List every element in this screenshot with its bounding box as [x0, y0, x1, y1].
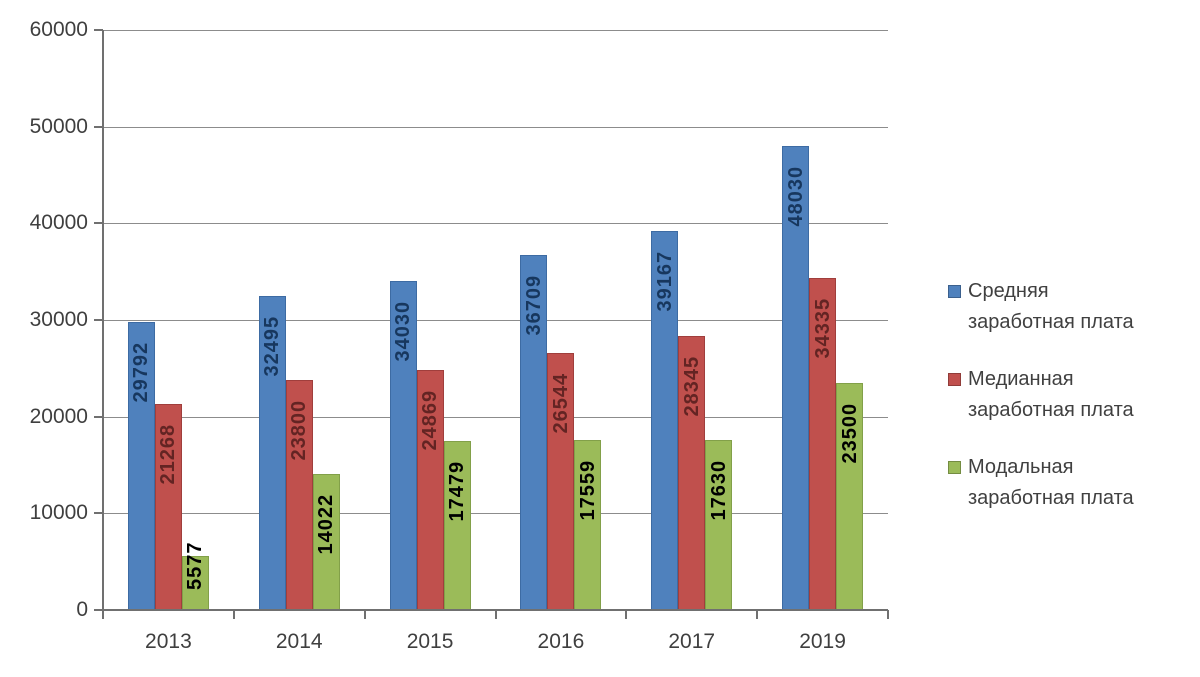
bar-value-label: 23800: [288, 399, 311, 461]
legend-label: Модальная: [968, 456, 1074, 478]
bar-2019-series-1: [809, 278, 837, 610]
y-axis-tick-mark: [94, 415, 103, 418]
bar-2016-series-1: [547, 353, 575, 610]
x-axis-tick-label: 2019: [799, 630, 846, 653]
bar-2013-series-0: [127, 322, 155, 610]
y-axis-tick-label: 0: [76, 598, 88, 621]
x-axis-tick-label: 2015: [406, 630, 454, 653]
legend-label: Медианная: [968, 368, 1074, 390]
y-axis-tick-label: 10000: [29, 501, 88, 525]
bar-2014-series-1: [285, 379, 313, 610]
bar-value-label: 23500: [838, 402, 861, 464]
x-axis-tick-mark: [232, 610, 235, 619]
plot-area: [103, 30, 888, 610]
bar-2016-series-2: [574, 440, 602, 610]
bar-2013-series-2: [181, 556, 209, 610]
x-axis-tick-label: 2014: [275, 630, 323, 653]
legend-swatch-average-icon: [948, 285, 961, 298]
gridline: [103, 416, 888, 418]
y-axis-tick-label: 50000: [29, 114, 88, 138]
bar-2017-series-2: [705, 439, 733, 610]
bar-value-label: 32495: [261, 315, 284, 377]
legend-label: заработная плата: [968, 487, 1134, 509]
bar-2017-series-1: [678, 335, 706, 610]
gridline: [103, 513, 888, 515]
bar-value-label: 26544: [549, 373, 572, 434]
x-axis-tick-label: 2013: [145, 630, 192, 653]
bar-value-label: 5577: [184, 541, 207, 591]
bar-value-label: 29792: [130, 341, 153, 403]
gridline: [103, 223, 888, 225]
legend-swatch-modal-icon: [948, 461, 961, 474]
bar-value-label: 17559: [576, 460, 599, 521]
legend-item-modal-salary: Модальная заработная плата: [948, 452, 1198, 514]
y-axis-tick-mark: [94, 319, 103, 321]
y-axis-tick-mark: [94, 29, 103, 31]
legend-item-median-salary: Медианная заработная плата: [948, 364, 1198, 426]
gridline: [103, 320, 888, 321]
x-axis-tick-mark: [756, 610, 759, 619]
y-axis-tick-label: 30000: [29, 308, 88, 331]
y-axis-tick-mark: [94, 512, 103, 515]
bar-2015-series-1: [416, 369, 444, 610]
y-axis-tick-label: 20000: [29, 404, 88, 428]
bar-value-label: 34335: [811, 297, 834, 359]
x-axis-tick-label: 2016: [537, 630, 585, 653]
legend-label: заработная плата: [968, 311, 1134, 333]
x-axis-tick-label: 2017: [668, 630, 716, 653]
y-axis-tick-mark: [94, 222, 103, 225]
y-axis-line: [102, 30, 104, 610]
legend-swatch-median-icon: [948, 373, 961, 386]
bar-value-label: 24869: [419, 389, 442, 451]
x-axis-tick-mark: [494, 610, 497, 619]
bar-value-label: 48030: [784, 165, 807, 227]
legend-label: заработная плата: [968, 399, 1134, 421]
y-axis-tick-mark: [94, 609, 103, 611]
y-axis-tick-label: 40000: [29, 211, 88, 235]
x-axis-tick-mark: [363, 610, 366, 619]
bar-2019-series-2: [836, 382, 864, 610]
x-axis-tick-mark: [102, 610, 104, 619]
bar-2015-series-0: [389, 281, 417, 610]
bar-value-label: 14022: [315, 494, 338, 555]
bar-value-label: 34030: [392, 300, 415, 362]
bar-value-label: 39167: [653, 251, 676, 312]
bar-value-label: 21268: [157, 424, 180, 485]
bar-2013-series-1: [154, 404, 182, 610]
bar-2014-series-0: [258, 295, 286, 610]
bar-value-label: 36709: [522, 275, 545, 336]
gridline: [103, 126, 888, 128]
x-axis-line: [102, 609, 888, 611]
bar-2014-series-2: [312, 474, 340, 610]
bar-value-label: 17479: [446, 460, 469, 522]
bar-2015-series-2: [443, 441, 471, 610]
bar-2019-series-0: [782, 145, 810, 610]
legend-item-average-salary: Средняя заработная плата: [948, 276, 1198, 338]
x-axis-tick-mark: [887, 610, 889, 619]
bar-2016-series-0: [520, 255, 548, 610]
x-axis-tick-mark: [625, 610, 628, 619]
bar-value-label: 28345: [680, 355, 703, 417]
bar-value-label: 17630: [707, 459, 730, 521]
legend-label: Средняя: [968, 280, 1049, 302]
gridline: [103, 30, 888, 31]
y-axis-tick-mark: [94, 125, 103, 128]
bar-2017-series-0: [651, 231, 679, 610]
y-axis-tick-label: 60000: [29, 18, 88, 41]
legend: Средняя заработная плата Медианная зараб…: [948, 276, 1198, 540]
